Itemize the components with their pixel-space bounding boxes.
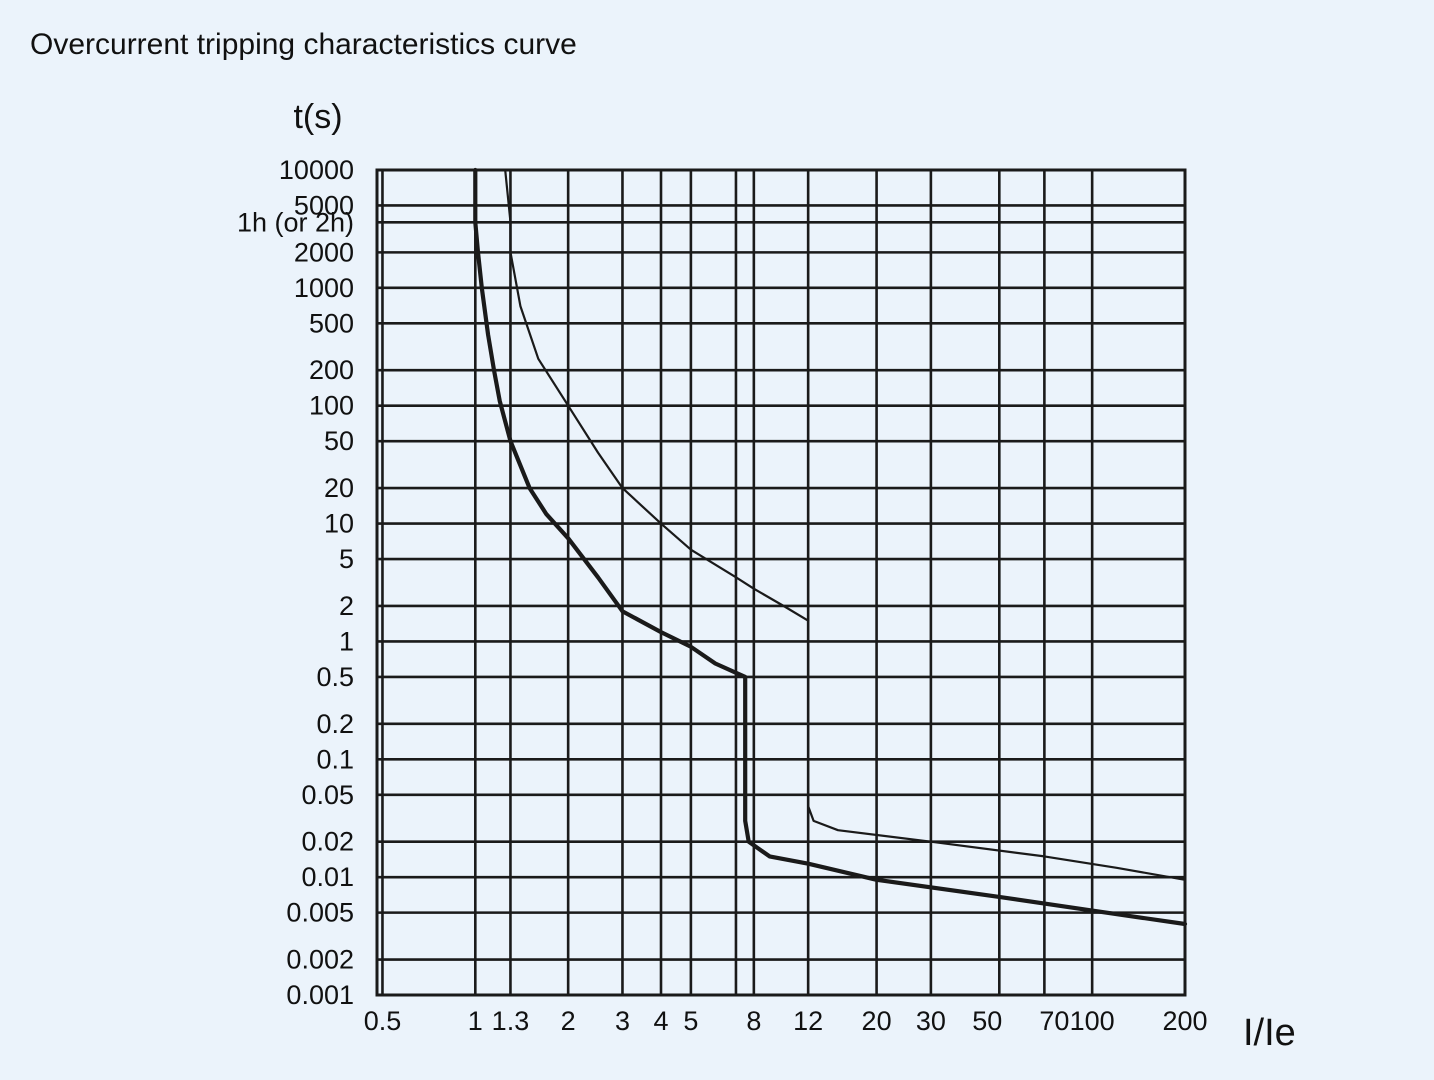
y-tick-label: 5 <box>339 544 354 574</box>
plot-frame <box>375 168 1187 997</box>
y-axis-label: t(s) <box>293 98 342 136</box>
x-tick-label: 100 <box>1070 1006 1115 1036</box>
y-tick-label: 0.001 <box>286 980 354 1010</box>
y-tick-label: 10 <box>324 509 354 539</box>
y-tick-label: 1000 <box>294 273 354 303</box>
y-tick-label: 5000 <box>294 190 354 220</box>
y-tick-label: 2000 <box>294 237 354 267</box>
y-tick-label: 0.002 <box>286 945 354 975</box>
y-tick-label: 1h (or 2h) <box>237 207 354 237</box>
series-line-3 <box>807 805 1187 881</box>
x-tick-label: 12 <box>793 1006 823 1036</box>
y-tick-label: 0.05 <box>301 780 354 810</box>
y-tick-label: 0.02 <box>301 827 354 857</box>
curves <box>473 167 1188 927</box>
y-tick-label: 50 <box>324 426 354 456</box>
y-tick-label: 10000 <box>279 155 354 185</box>
x-axis-label: I/Ie <box>1243 1012 1296 1054</box>
x-tick-label: 200 <box>1162 1006 1207 1036</box>
y-tick-label: 0.1 <box>316 744 354 774</box>
y-tick-label: 0.005 <box>286 898 354 928</box>
y-tick-label: 100 <box>309 391 354 421</box>
x-tick-labels: 0.5 1 1.3 2 3 4 5 8 12 20 30 50 70 100 200 <box>364 1006 1208 1036</box>
x-tick-label: 20 <box>862 1006 892 1036</box>
x-tick-label: 1.3 <box>492 1006 530 1036</box>
y-tick-label: 20 <box>324 473 354 503</box>
y-tick-label: 0.01 <box>301 862 354 892</box>
series-line-1 <box>473 167 1188 927</box>
x-tick-label: 4 <box>653 1006 668 1036</box>
series-line-2 <box>504 168 810 622</box>
x-tick-label: 1 <box>468 1006 483 1036</box>
x-tick-label: 0.5 <box>364 1006 402 1036</box>
x-tick-label: 30 <box>916 1006 946 1036</box>
x-tick-label: 8 <box>746 1006 761 1036</box>
x-tick-label: 5 <box>683 1006 698 1036</box>
y-tick-label: 2 <box>339 591 354 621</box>
grid <box>377 168 1187 997</box>
x-tick-label: 70 <box>1039 1006 1069 1036</box>
y-tick-label: 0.5 <box>316 662 354 692</box>
y-tick-label: 0.2 <box>316 709 354 739</box>
y-tick-label: 200 <box>309 355 354 385</box>
x-tick-label: 3 <box>615 1006 630 1036</box>
x-tick-label: 50 <box>972 1006 1002 1036</box>
y-tick-label: 500 <box>309 308 354 338</box>
y-tick-label: 1 <box>339 626 354 656</box>
chart-title: Overcurrent tripping characteristics cur… <box>30 28 577 61</box>
x-tick-label: 2 <box>561 1006 576 1036</box>
